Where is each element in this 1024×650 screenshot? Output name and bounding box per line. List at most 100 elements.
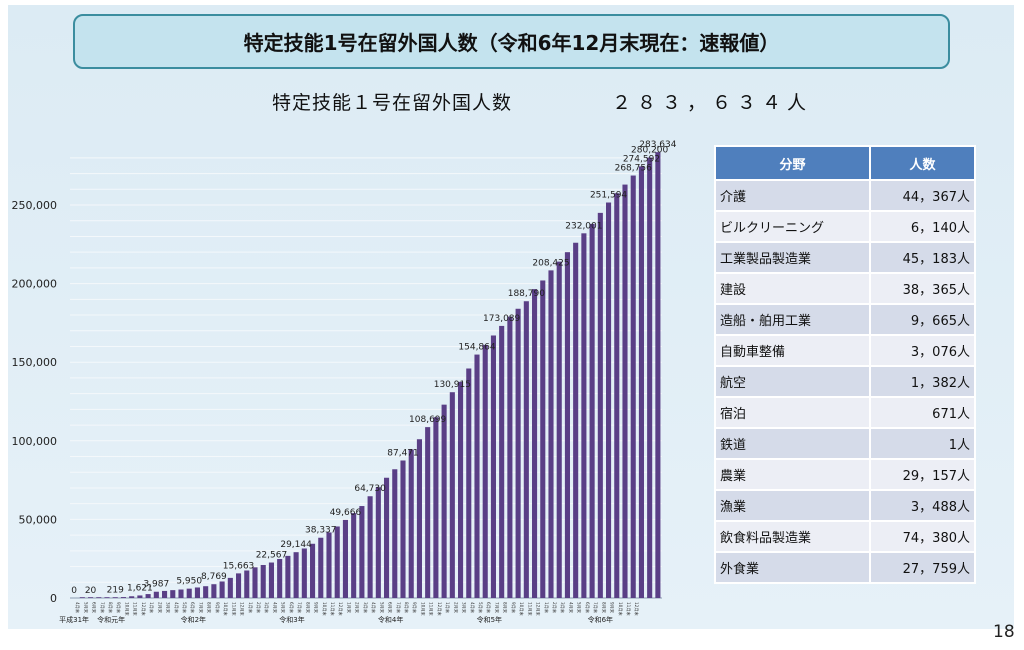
data-label: 280,200 <box>631 146 668 156</box>
data-label: 1,621 <box>127 583 153 593</box>
row-field: 自動車整備 <box>714 334 871 367</box>
table-header-field: 分野 <box>714 145 871 181</box>
bar <box>236 573 242 598</box>
data-label: 268,756 <box>615 164 652 174</box>
data-label: 64,730 <box>354 484 386 494</box>
x-tick-label: 1月末 <box>444 602 451 614</box>
bar <box>96 597 102 598</box>
x-tick-label: 7月末 <box>592 602 599 614</box>
bar <box>564 252 570 598</box>
data-label: 87,471 <box>387 449 419 459</box>
x-tick-label: 7月末 <box>296 602 303 614</box>
x-axis-era-labels: 平成31年 令和元年 令和2年 令和3年 令和4年 令和5年 令和6年 <box>59 615 613 624</box>
bar <box>104 597 110 598</box>
table-row: 航空 1，382人 <box>714 365 977 398</box>
x-tick-label: 2月末 <box>452 602 459 614</box>
data-label: 29,144 <box>280 540 312 550</box>
table-row: 外食業 27，759人 <box>714 551 977 584</box>
x-tick-label: 1月末 <box>543 602 550 614</box>
data-label: 15,663 <box>223 561 255 571</box>
row-count: 27，759人 <box>868 551 977 584</box>
x-tick-label: 6月末 <box>288 602 295 614</box>
bar <box>482 344 488 598</box>
bar <box>532 289 538 598</box>
page-number: 18 <box>993 622 1015 642</box>
x-tick-label: 4月末 <box>74 602 81 614</box>
bar <box>515 308 521 598</box>
row-field: 航空 <box>714 365 871 398</box>
x-tick-label: 3月末 <box>461 602 468 614</box>
bar <box>573 242 579 598</box>
row-count: 1，382人 <box>868 365 977 398</box>
x-tick-label: 10月末 <box>419 602 426 617</box>
total-count: ２８３，６３４人 <box>612 92 813 114</box>
bar <box>145 594 151 598</box>
row-field: 造船・舶用工業 <box>714 303 871 336</box>
data-label: 38,337 <box>305 526 337 536</box>
bar <box>384 477 390 598</box>
x-tick-label: 2月末 <box>551 602 558 614</box>
x-tick-label: 7月末 <box>395 602 402 614</box>
x-tick-label: 1月末 <box>148 602 155 614</box>
x-tick-label: 3月末 <box>559 602 566 614</box>
x-tick-label: 8月末 <box>600 602 607 614</box>
x-tick-label: 6月末 <box>485 602 492 614</box>
table-row: 飲食料品製造業 74，380人 <box>714 520 977 553</box>
chart-subtitle: 特定技能１号在留外国人数 <box>272 92 513 114</box>
row-count: 3，076人 <box>868 334 977 367</box>
table-row: 造船・舶用工業 9，665人 <box>714 303 977 336</box>
row-count: 29，157人 <box>868 458 977 491</box>
bar <box>219 581 225 598</box>
bar <box>523 301 529 598</box>
bar <box>112 597 118 598</box>
x-tick-label: 2月末 <box>354 602 361 614</box>
bar <box>277 559 283 598</box>
era-label: 令和4年 <box>378 615 403 624</box>
x-tick-label: 7月末 <box>493 602 500 614</box>
bar <box>318 537 324 598</box>
x-tick-label: 7月末 <box>99 602 106 614</box>
y-axis-ticks: 0 50,000 100,000 150,000 200,000 250,000 <box>12 199 58 605</box>
row-field: 建設 <box>714 272 871 305</box>
bar <box>153 591 159 598</box>
bar <box>655 152 661 598</box>
bar <box>351 513 357 598</box>
y-tick-label: 50,000 <box>19 513 58 526</box>
table-row: ビルクリーニング 6，140人 <box>714 210 977 243</box>
table-row: 農業 29，157人 <box>714 458 977 491</box>
data-label: 208,425 <box>532 258 569 268</box>
bar <box>433 417 439 598</box>
x-tick-label: 2月末 <box>255 602 262 614</box>
bar <box>120 597 126 598</box>
table-row: 自動車整備 3，076人 <box>714 334 977 367</box>
bar <box>326 532 332 598</box>
data-label: 188,790 <box>508 289 545 299</box>
y-tick-label: 0 <box>50 592 57 605</box>
bar <box>88 597 94 598</box>
bar <box>466 368 472 598</box>
x-tick-label: 3月末 <box>165 602 172 614</box>
x-tick-label: 9月末 <box>115 602 122 614</box>
bar <box>268 562 274 598</box>
bar <box>392 469 398 598</box>
chart-bars <box>79 152 661 598</box>
row-field: 飲食料品製造業 <box>714 520 871 553</box>
x-tick-label: 11月末 <box>132 602 139 617</box>
x-tick-label: 2月末 <box>156 602 163 614</box>
x-tick-label: 10月末 <box>617 602 624 617</box>
bar <box>211 584 217 598</box>
row-count: 74，380人 <box>868 520 977 553</box>
bar <box>540 280 546 598</box>
bar <box>203 586 209 598</box>
row-field: 鉄道 <box>714 427 871 460</box>
bar <box>79 597 85 598</box>
bar <box>367 496 373 598</box>
row-count: 1人 <box>868 427 977 460</box>
x-tick-label: 8月末 <box>107 602 114 614</box>
bar <box>425 427 431 598</box>
y-tick-label: 150,000 <box>12 356 58 369</box>
bar <box>129 596 135 598</box>
row-field: 外食業 <box>714 551 871 584</box>
x-tick-label: 12月末 <box>436 602 443 617</box>
data-label: 274,592 <box>623 154 660 164</box>
